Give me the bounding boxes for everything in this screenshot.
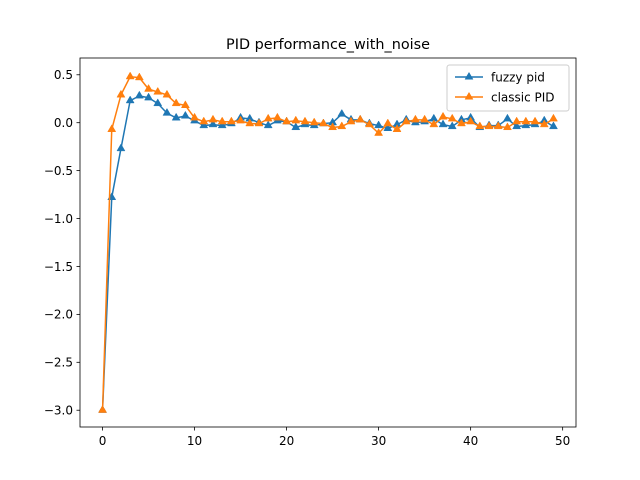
data-point-1-15 [236,115,246,124]
x-tick-label-4: 40 [463,434,478,448]
data-point-0-26 [337,108,347,117]
data-point-0-9 [180,110,190,119]
x-tick-label-0: 0 [99,434,107,448]
data-point-1-41 [475,121,485,130]
data-point-1-13 [217,116,227,125]
data-point-1-38 [447,113,457,122]
data-point-0-2 [116,143,126,152]
data-point-0-6 [153,98,163,107]
data-point-1-39 [456,118,466,127]
data-point-1-34 [410,114,420,123]
data-point-0-30 [374,120,384,129]
data-point-1-17 [254,118,264,127]
data-point-0-44 [503,113,512,122]
data-point-1-47 [530,116,540,125]
y-tick-label-1: 0.0 [54,116,73,130]
data-point-0-21 [291,122,301,131]
data-point-1-23 [309,117,319,126]
y-tick-label-7: −3.0 [44,404,73,418]
y-tick-label-6: −2.5 [44,356,73,370]
legend-label-0: fuzzy pid [491,70,545,84]
data-point-1-14 [226,116,236,125]
data-point-1-43 [493,121,503,130]
legend-marker-1 [464,91,474,100]
data-point-1-18 [263,113,273,122]
data-point-1-32 [392,124,402,132]
data-point-1-9 [180,100,190,108]
data-point-1-36 [429,119,439,128]
data-point-0-13 [217,120,227,129]
x-tick-label-2: 20 [279,434,294,448]
data-point-1-6 [153,86,163,95]
data-point-1-16 [245,118,255,127]
x-tick-label-3: 30 [371,434,386,448]
data-point-0-5 [144,92,153,101]
y-tick-label-4: −1.5 [44,260,73,274]
x-tick-label-1: 10 [187,434,202,448]
data-point-1-1 [107,124,117,132]
data-point-0-12 [208,119,218,128]
axes: 0 10 20 30 40 50 0.5 0.0 −0.5 −1.0 −1.5 −2.0 −2.5 −3.… [44,57,577,448]
data-point-1-20 [282,116,292,125]
data-point-0-46 [521,120,531,129]
data-point-1-40 [466,116,476,125]
data-point-1-42 [484,121,494,130]
data-point-1-24 [318,118,328,127]
data-point-1-12 [208,114,218,123]
y-tick-label-0: 0.5 [54,68,73,82]
data-point-0-37 [438,119,448,128]
data-point-1-19 [272,112,282,121]
x-tick-label-5: 50 [555,434,570,448]
data-point-0-31 [383,123,393,131]
data-point-1-25 [328,122,338,131]
data-point-1-28 [355,114,365,123]
data-point-1-8 [171,98,181,107]
data-point-1-26 [337,121,347,130]
data-point-1-33 [401,116,411,125]
data-point-0-7 [162,108,172,116]
data-point-1-5 [144,84,153,92]
legend-marker-0 [464,71,474,80]
data-point-1-22 [300,116,310,125]
data-point-1-0 [98,405,107,413]
data-point-1-2 [116,89,126,98]
axes-frame [79,57,577,428]
data-point-1-49 [549,113,558,122]
y-tick-label-3: −1.0 [44,212,73,226]
data-point-1-45 [512,116,522,125]
data-point-0-45 [512,121,522,130]
data-point-1-7 [162,89,172,98]
data-point-0-49 [549,121,558,130]
data-point-1-27 [346,116,356,125]
data-point-1-46 [521,116,531,125]
data-point-0-8 [171,112,181,121]
data-point-1-31 [383,118,393,127]
legend: fuzzy pid classic PID [446,64,570,112]
data-point-1-30 [374,128,384,136]
data-point-0-3 [125,95,135,104]
data-point-1-29 [364,119,374,128]
data-point-1-44 [503,122,512,131]
data-point-0-38 [447,121,457,130]
data-point-1-11 [199,116,209,125]
data-point-1-21 [291,115,301,124]
data-point-1-3 [125,71,135,80]
data-point-1-35 [420,114,430,123]
data-point-1-48 [539,119,549,128]
chart-title: PID performance_with_noise [226,37,430,53]
data-point-1-10 [190,112,200,121]
y-tick-label-2: −0.5 [44,164,73,178]
data-point-1-37 [438,111,448,120]
data-point-0-18 [263,120,273,129]
data-point-1-4 [134,72,144,81]
legend-label-1: classic PID [491,90,555,104]
y-tick-label-5: −2.0 [44,308,73,322]
data-point-0-11 [199,120,209,129]
plot-area [98,71,558,413]
data-point-0-4 [134,90,144,99]
